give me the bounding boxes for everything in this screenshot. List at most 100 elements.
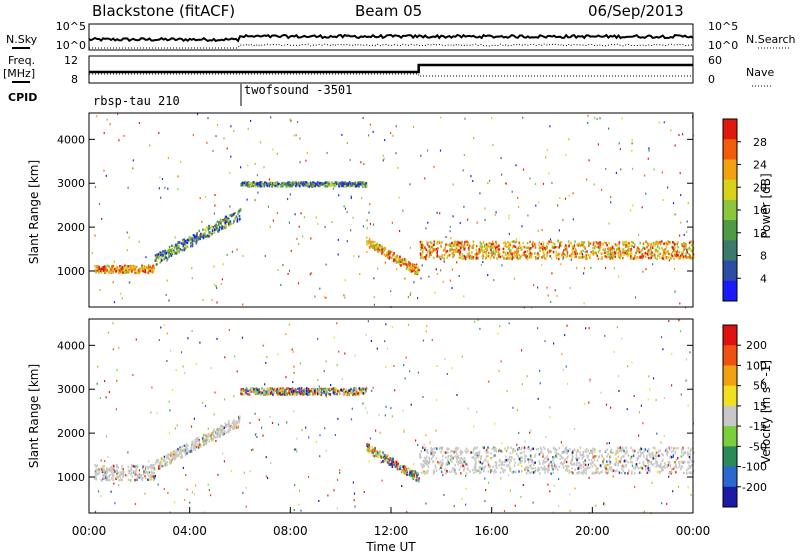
scatter-cell <box>417 480 420 483</box>
scatter-cell <box>266 356 268 359</box>
scatter-cell <box>410 474 413 477</box>
scatter-cell <box>570 257 573 260</box>
scatter-cell <box>161 253 163 256</box>
scatter-cell <box>574 243 576 246</box>
scatter-cell <box>544 257 547 260</box>
nsearch-series <box>89 43 694 49</box>
scatter-cell <box>411 469 414 473</box>
scatter-cell <box>409 370 411 373</box>
scatter-cell <box>537 397 539 400</box>
scatter-cell <box>238 210 240 213</box>
scatter-cell <box>116 476 118 479</box>
scatter-cell <box>451 460 453 463</box>
scatter-cell <box>94 471 97 474</box>
scatter-cell <box>362 392 365 395</box>
scatter-cell <box>571 463 573 466</box>
scatter-cell <box>383 249 386 252</box>
scatter-cell <box>624 251 626 255</box>
scatter-cell <box>291 390 293 393</box>
scatter-cell <box>521 254 523 258</box>
scatter-cell <box>475 257 478 260</box>
scatter-cell <box>466 240 468 243</box>
scatter-cell <box>688 252 690 256</box>
scatter-cell <box>688 455 691 459</box>
scatter-cell <box>473 471 475 474</box>
scatter-cell <box>566 254 569 258</box>
scatter-cell <box>500 463 502 466</box>
scatter-cell <box>460 457 462 460</box>
scatter-cell <box>655 461 657 464</box>
scatter-cell <box>161 178 164 181</box>
scatter-cell <box>596 467 598 471</box>
scatter-cell <box>537 447 540 451</box>
scatter-cell <box>350 229 352 232</box>
scatter-cell <box>277 392 279 395</box>
scatter-cell <box>508 253 510 256</box>
scatter-cell <box>372 223 375 226</box>
scatter-cell <box>106 268 108 271</box>
scatter-cell <box>319 455 321 458</box>
scatter-cell <box>319 185 321 188</box>
scatter-cell <box>293 509 295 511</box>
scatter-cell <box>546 254 548 257</box>
scatter-cell <box>276 391 278 395</box>
freq-unit: [MHz] <box>3 67 35 80</box>
scatter-cell <box>94 464 96 467</box>
scatter-cell <box>685 256 688 259</box>
scatter-cell <box>638 251 641 254</box>
scatter-cell <box>561 353 563 356</box>
scatter-cell <box>600 252 602 255</box>
scatter-cell <box>656 462 658 466</box>
scatter-cell <box>588 159 590 162</box>
scatter-cell <box>404 465 407 468</box>
scatter-cell <box>164 251 166 255</box>
scatter-cell <box>399 464 401 468</box>
scatter-cell <box>376 450 379 454</box>
scatter-cell <box>308 393 311 396</box>
scatter-cell <box>162 460 165 463</box>
scatter-cell <box>395 465 398 468</box>
scatter-cell <box>312 185 314 188</box>
scatter-cell <box>326 151 328 154</box>
scatter-cell <box>295 448 297 451</box>
scatter-cell <box>350 387 352 391</box>
scatter-cell <box>518 241 520 245</box>
scatter-cell <box>655 248 658 252</box>
scatter-cell <box>394 389 396 392</box>
scatter-cell <box>674 447 677 450</box>
scatter-cell <box>99 269 102 273</box>
scatter-cell <box>293 371 295 374</box>
scatter-cell <box>354 505 356 508</box>
scatter-cell <box>459 253 461 256</box>
scatter-cell <box>484 207 486 210</box>
scatter-cell <box>644 174 646 177</box>
scatter-cell <box>151 268 154 272</box>
scatter-cell <box>250 390 253 393</box>
scatter-cell <box>167 253 170 256</box>
scatter-cell <box>459 460 461 463</box>
scatter-cell <box>313 181 316 185</box>
scatter-cell <box>617 451 619 454</box>
scatter-cell <box>499 325 501 328</box>
scatter-cell <box>460 472 462 475</box>
scatter-cell <box>619 250 622 253</box>
scatter-cell <box>530 460 533 463</box>
scatter-cell <box>641 252 644 256</box>
scatter-cell <box>558 229 560 232</box>
scatter-cell <box>578 256 580 259</box>
scatter-cell <box>112 478 114 482</box>
scatter-cell <box>274 182 276 186</box>
scatter-cell <box>95 467 97 471</box>
scatter-cell <box>540 448 543 451</box>
scatter-cell <box>689 452 691 456</box>
scatter-cell <box>104 476 107 479</box>
scatter-cell <box>446 243 449 246</box>
scatter-cell <box>305 182 308 185</box>
scatter-cell <box>551 272 553 275</box>
scatter-cell <box>402 468 404 472</box>
scatter-cell <box>667 186 669 189</box>
scatter-cell <box>430 245 433 249</box>
scatter-cell <box>207 432 210 436</box>
scatter-cell <box>619 148 621 151</box>
